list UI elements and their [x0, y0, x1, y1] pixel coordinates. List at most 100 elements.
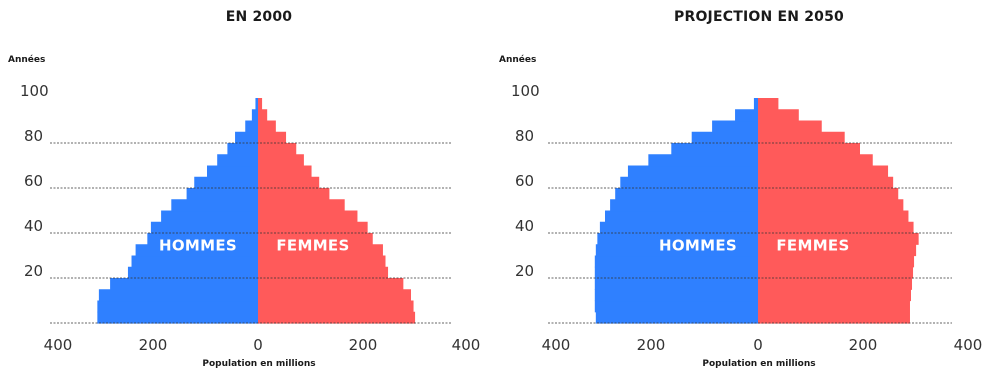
bar-femmes: [758, 143, 860, 155]
bar-hommes: [671, 143, 758, 155]
bar-hommes: [255, 98, 258, 110]
bar-hommes: [648, 154, 758, 167]
y-tick-label: 80: [24, 127, 43, 145]
bar-hommes: [595, 244, 758, 257]
bar-hommes: [594, 266, 758, 279]
y-tick-label: 60: [24, 172, 43, 190]
bar-femmes: [258, 199, 345, 212]
bar-femmes: [758, 210, 909, 223]
x-tick-label: 200: [637, 336, 666, 354]
bar-hommes: [599, 221, 758, 234]
bar-hommes: [161, 210, 258, 223]
bar-femmes: [758, 255, 915, 268]
bar-hommes: [595, 311, 758, 324]
bar-femmes: [758, 165, 889, 178]
bar-hommes: [627, 165, 758, 178]
bar-femmes: [258, 131, 287, 144]
bar-hommes: [131, 255, 258, 268]
y-tick-label: 60: [515, 172, 534, 190]
x-tick-label: 400: [44, 336, 73, 354]
bar-hommes: [97, 311, 258, 324]
bar-hommes: [207, 165, 258, 178]
bar-hommes: [615, 188, 758, 200]
x-tick-label: 200: [849, 336, 878, 354]
bar-femmes: [258, 233, 373, 245]
bar-hommes: [735, 109, 758, 122]
bar-hommes: [147, 233, 258, 245]
y-tick-label: 20: [24, 262, 43, 280]
bar-hommes: [127, 266, 258, 279]
bar-hommes: [620, 176, 758, 189]
bar-femmes: [258, 255, 386, 268]
bar-femmes: [258, 221, 368, 234]
bar-femmes: [758, 131, 845, 144]
bar-femmes: [758, 311, 910, 324]
bar-femmes: [258, 289, 411, 302]
series-label-hommes: HOMMES: [159, 237, 237, 255]
bar-femmes: [758, 266, 914, 279]
x-tick-label: 200: [349, 336, 378, 354]
bar-hommes: [605, 210, 758, 223]
y-tick-label: 100: [20, 82, 49, 100]
bar-femmes: [258, 244, 383, 257]
bar-femmes: [258, 210, 358, 223]
bar-femmes: [758, 233, 919, 245]
bar-femmes: [758, 221, 914, 234]
series-label-femmes: FEMMES: [276, 237, 349, 255]
bar-femmes: [758, 199, 904, 212]
y-tick-label: 100: [511, 82, 540, 100]
y-tick-label: 20: [515, 262, 534, 280]
bar-hommes: [186, 188, 258, 200]
bar-femmes: [758, 154, 873, 167]
y-tick-label: 40: [515, 217, 534, 235]
bar-hommes: [753, 98, 758, 110]
bar-femmes: [758, 300, 910, 313]
x-tick-label: 0: [253, 336, 263, 354]
bar-hommes: [217, 154, 258, 167]
bar-femmes: [258, 143, 297, 155]
bar-femmes: [258, 266, 389, 279]
x-tick-label: 400: [954, 336, 982, 354]
bar-femmes: [258, 98, 263, 110]
bar-femmes: [258, 176, 320, 189]
y-tick-label: 80: [515, 127, 534, 145]
x-axis-label: Population en millions: [202, 359, 316, 369]
bar-hommes: [610, 199, 758, 212]
bar-hommes: [235, 131, 258, 144]
bar-femmes: [258, 278, 404, 290]
y-axis-label: Années: [499, 55, 537, 65]
bar-hommes: [110, 278, 258, 290]
bar-hommes: [245, 120, 258, 133]
series-label-femmes: FEMMES: [776, 237, 849, 255]
x-tick-label: 400: [452, 336, 481, 354]
bar-hommes: [594, 289, 758, 302]
bar-hommes: [251, 109, 258, 122]
bar-hommes: [597, 233, 758, 245]
bar-hommes: [98, 289, 258, 302]
pyramid-chart-2050: PROJECTION EN 2050 Années 20 40 60 80 100 400…: [491, 0, 982, 374]
bar-femmes: [258, 120, 276, 133]
x-tick-label: 0: [753, 336, 763, 354]
pyramid-chart-2000: EN 2000 Années 20 40 60 80 100 400 200 0 200 400 H…: [8, 9, 481, 369]
y-axis-label: Années: [8, 55, 46, 65]
bar-hommes: [691, 131, 758, 144]
chart-title: EN 2000: [225, 9, 293, 25]
bar-femmes: [258, 165, 312, 178]
x-axis-label: Population en millions: [702, 359, 816, 369]
pyramid-plot: 20 40 60 80 100 400 200 0 200 400 HOMMES FEMMES: [511, 82, 982, 354]
bar-hommes: [594, 278, 758, 290]
bar-hommes: [194, 176, 258, 189]
x-tick-label: 400: [542, 336, 571, 354]
bar-hommes: [171, 199, 258, 212]
bar-femmes: [758, 278, 913, 290]
bar-femmes: [758, 244, 917, 257]
bar-femmes: [758, 289, 911, 302]
chart-title: PROJECTION EN 2050: [674, 9, 844, 25]
bar-femmes: [258, 109, 268, 122]
bar-hommes: [594, 300, 758, 313]
bar-hommes: [135, 244, 258, 257]
bar-femmes: [758, 188, 899, 200]
bar-femmes: [758, 120, 822, 133]
x-tick-label: 200: [139, 336, 168, 354]
bar-hommes: [227, 143, 258, 155]
